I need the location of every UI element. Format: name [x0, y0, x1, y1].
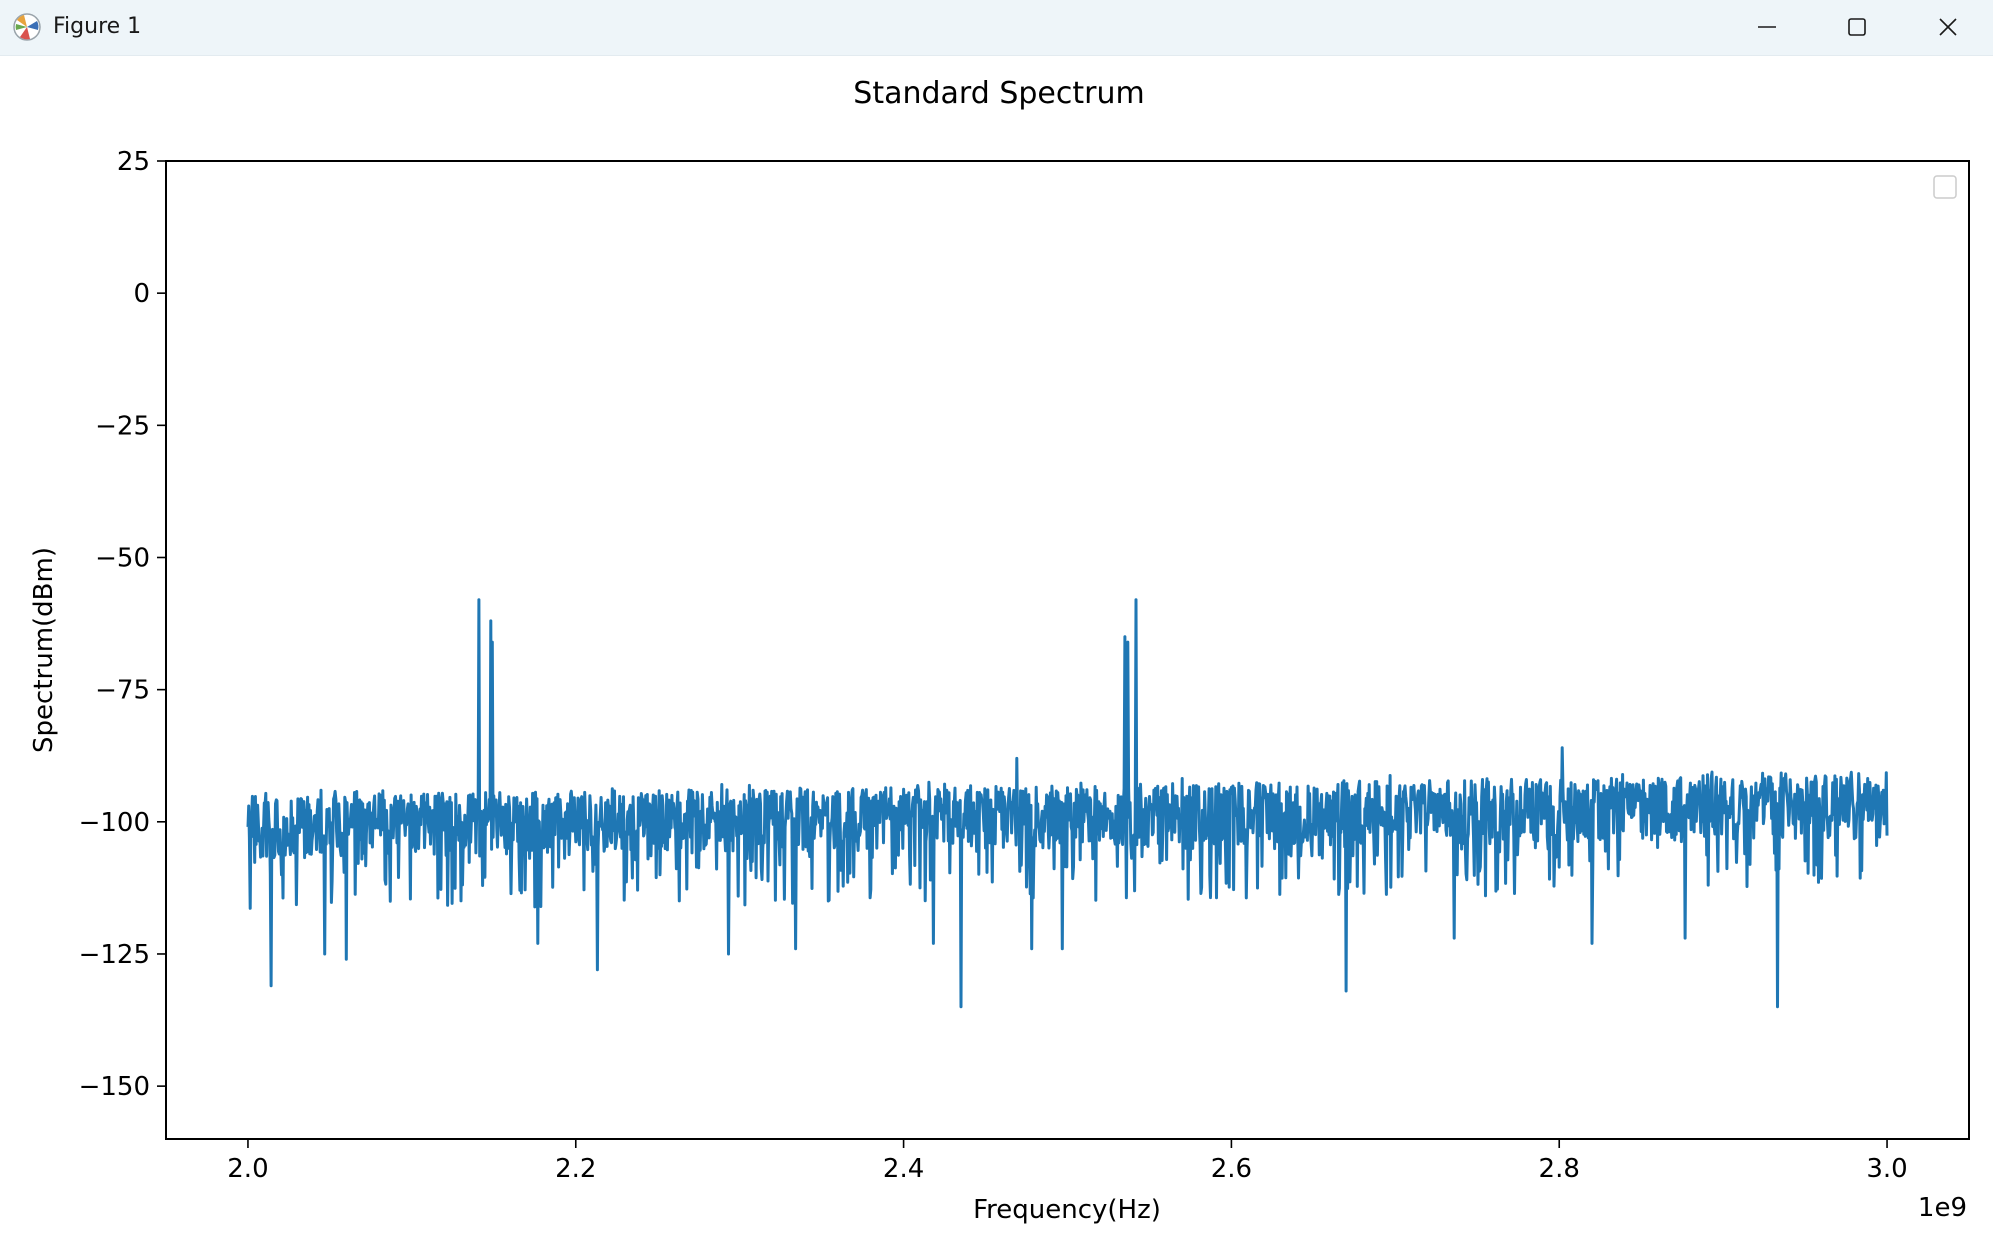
y-tick-label: 0 — [133, 279, 150, 309]
plot-area — [246, 598, 1889, 1009]
maximize-icon — [1848, 18, 1866, 36]
x-tick-label: 2.6 — [1211, 1154, 1252, 1184]
axes-frame — [165, 160, 1970, 1140]
y-tick-label: −150 — [79, 1072, 150, 1102]
minimize-icon — [1758, 26, 1776, 28]
matplotlib-icon — [13, 13, 41, 41]
minimize-button[interactable] — [1722, 0, 1812, 55]
spectrum-line — [246, 598, 1889, 1009]
maximize-button[interactable] — [1812, 0, 1902, 55]
close-icon — [1939, 18, 1957, 36]
x-tick-label: 2.0 — [227, 1154, 268, 1184]
y-tick-label: −100 — [79, 808, 150, 838]
window-titlebar: Figure 1 — [0, 0, 1993, 56]
x-tick-label: 2.8 — [1539, 1154, 1580, 1184]
x-tick-label: 2.4 — [883, 1154, 924, 1184]
x-offset-label: 1e9 — [1918, 1193, 1967, 1223]
y-tick-label: −75 — [95, 676, 150, 706]
y-tick-label: −25 — [95, 411, 150, 441]
y-tick-label: −50 — [95, 543, 150, 573]
close-button[interactable] — [1903, 0, 1993, 55]
x-axis-label: Frequency(Hz) — [973, 1195, 1161, 1225]
y-axis-label: Spectrum(dBm) — [29, 547, 59, 753]
x-axis: 2.0 2.2 2.4 2.6 2.8 3.0 — [227, 1139, 1908, 1184]
spectrum-chart: Standard Spectrum 2.0 2.2 2.4 2.6 2.8 3.0 25 0… — [29, 76, 1970, 1225]
y-axis: 25 0 −25 −50 −75 −100 −125 −150 — [79, 147, 166, 1102]
y-tick-label: −125 — [79, 940, 150, 970]
window-title: Figure 1 — [53, 14, 142, 39]
chart-title: Standard Spectrum — [853, 76, 1144, 111]
x-tick-label: 2.2 — [555, 1154, 596, 1184]
legend-box — [1933, 175, 1957, 199]
x-tick-label: 3.0 — [1866, 1154, 1907, 1184]
figure-canvas: Standard Spectrum 2.0 2.2 2.4 2.6 2.8 3.0 25 0… — [0, 56, 1993, 1249]
y-tick-label: 25 — [117, 147, 150, 177]
